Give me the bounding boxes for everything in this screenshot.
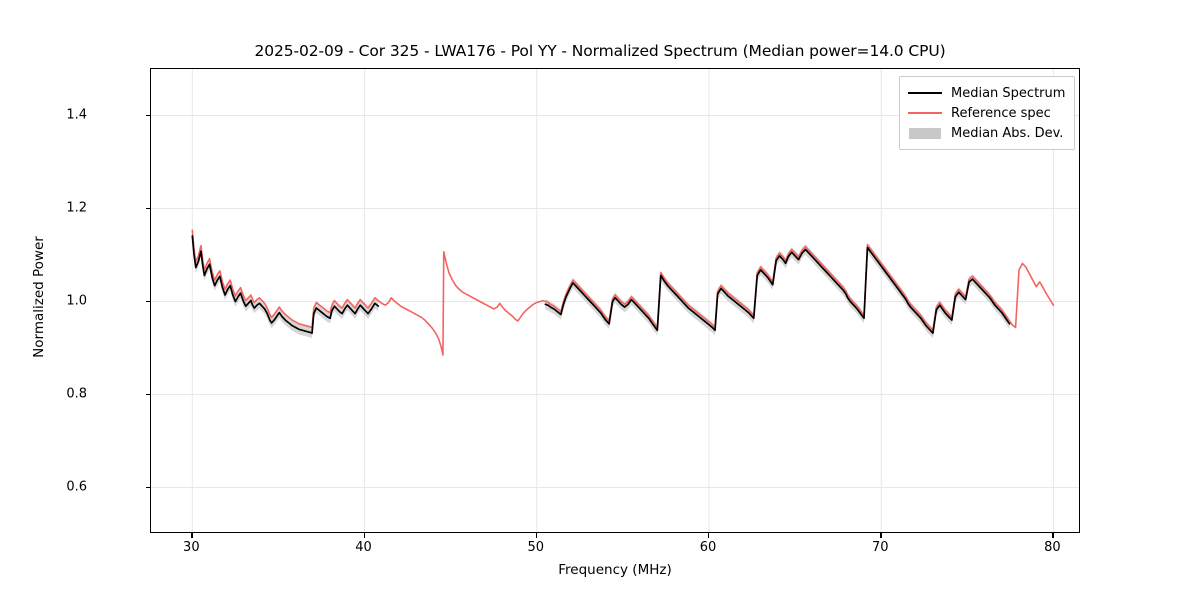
x-tick-label: 40 (355, 540, 372, 555)
legend-label-reference-spec: Reference spec (951, 105, 1051, 121)
x-tick-label: 60 (699, 540, 717, 555)
y-tick-label: 0.8 (66, 386, 87, 401)
x-tick-mark (880, 533, 882, 538)
legend-item-reference-spec: Reference spec (908, 103, 1065, 123)
legend-label-median-spectrum: Median Spectrum (951, 85, 1066, 101)
legend-key-line-icon (908, 86, 942, 100)
chart-legend: Median Spectrum Reference spec Median Ab… (899, 76, 1076, 150)
reference-spec-line (191, 229, 1055, 356)
x-tick-mark (363, 533, 365, 538)
y-tick-label: 0.6 (66, 479, 87, 494)
legend-key-patch-icon (908, 126, 942, 140)
x-tick-label: 70 (871, 540, 889, 555)
median-spectrum-line-segment-2 (544, 246, 1011, 334)
x-tick-label: 30 (183, 540, 200, 555)
chart-title: 2025-02-09 - Cor 325 - LWA176 - Pol YY -… (254, 42, 946, 60)
x-tick-label: 80 (1044, 540, 1061, 555)
x-tick-mark (708, 533, 710, 538)
x-axis-label: Frequency (MHz) (558, 562, 672, 578)
median-abs-dev-region (192, 230, 379, 339)
y-tick-mark (146, 207, 151, 209)
x-tick-mark (191, 533, 193, 538)
y-tick-label: 1.2 (66, 200, 87, 215)
y-tick-mark (146, 114, 151, 116)
legend-item-median-abs-dev: Median Abs. Dev. (908, 123, 1065, 143)
y-tick-label: 1.0 (66, 293, 87, 308)
y-tick-mark (146, 486, 151, 488)
legend-key-line-icon (908, 106, 942, 120)
y-tick-mark (146, 393, 151, 395)
median-spectrum-line-segment-1 (191, 235, 380, 334)
legend-label-median-abs-dev: Median Abs. Dev. (951, 125, 1064, 141)
legend-item-median-spectrum: Median Spectrum (908, 83, 1065, 103)
x-tick-label: 50 (527, 540, 545, 555)
x-tick-mark (535, 533, 538, 538)
y-tick-mark (146, 300, 151, 302)
median-abs-dev-region (545, 242, 1010, 339)
plot-canvas (151, 69, 1079, 532)
x-tick-mark (1052, 533, 1054, 538)
y-tick-label: 1.4 (66, 107, 87, 122)
median-abs-dev-band (192, 230, 1010, 339)
